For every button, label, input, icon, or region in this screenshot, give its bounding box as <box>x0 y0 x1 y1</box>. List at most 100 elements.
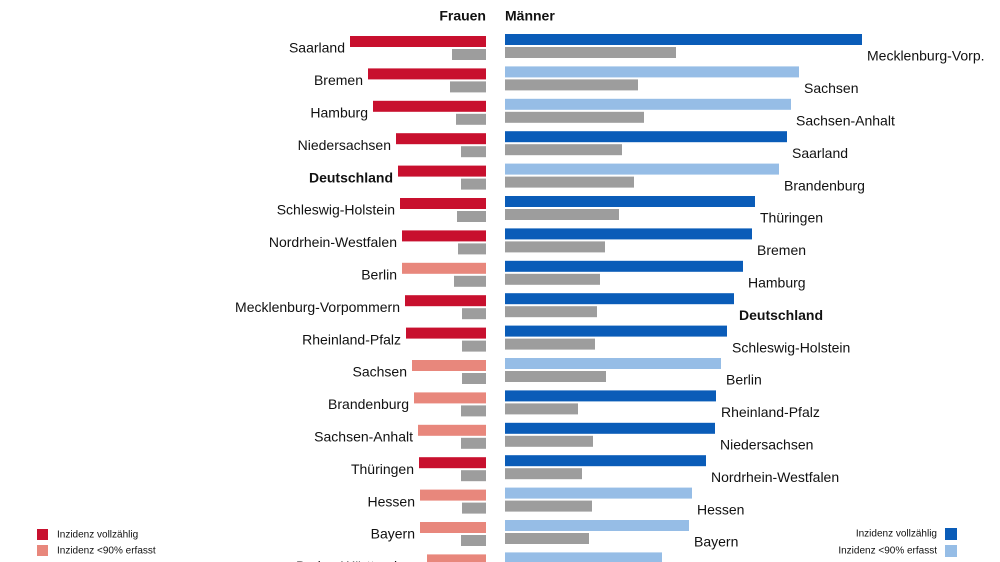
chart-title: Männer <box>505 8 555 24</box>
legend-swatch <box>37 545 48 556</box>
category-label: Rheinland-Pfalz <box>302 331 401 347</box>
category-label: Bayern <box>694 534 738 550</box>
bar <box>505 196 755 207</box>
category-label: Thüringen <box>760 210 823 226</box>
bar <box>461 437 486 449</box>
bar <box>505 66 799 78</box>
bar <box>462 340 486 352</box>
category-label: Schleswig-Holstein <box>732 339 850 355</box>
legend-label: Inzidenz <90% erfasst <box>838 546 937 557</box>
category-label: Bremen <box>314 72 363 88</box>
bar <box>505 422 715 434</box>
bar <box>505 500 592 512</box>
legend-label: Inzidenz <90% erfasst <box>57 546 156 557</box>
legend-label: Inzidenz vollzählig <box>856 529 937 540</box>
category-label: Bremen <box>757 242 806 258</box>
bar <box>505 371 606 382</box>
bar <box>505 163 779 175</box>
bar <box>505 34 862 45</box>
bar <box>405 295 486 307</box>
bar <box>456 113 486 125</box>
category-label: Schleswig-Holstein <box>277 202 395 218</box>
bar <box>505 131 787 143</box>
bar <box>402 262 486 274</box>
category-label: Hamburg <box>310 105 368 121</box>
bar <box>454 275 486 287</box>
bar <box>505 306 597 318</box>
bar <box>461 470 486 482</box>
bar <box>462 502 486 514</box>
bar <box>505 455 706 467</box>
category-label: Mecklenburg-Vorpommern <box>235 299 400 315</box>
category-label: Sachsen <box>353 364 407 380</box>
bar <box>505 176 634 188</box>
category-label: Niedersachsen <box>720 437 813 453</box>
bar <box>505 358 721 369</box>
bar <box>350 36 486 47</box>
bar <box>505 260 743 272</box>
bar <box>402 230 486 242</box>
category-label: Deutschland <box>309 169 393 185</box>
bar <box>505 487 692 499</box>
category-label: Hamburg <box>748 275 806 291</box>
category-label: Bayern <box>371 526 415 542</box>
bar <box>450 81 486 93</box>
bar <box>505 144 622 156</box>
bar <box>462 308 486 320</box>
bar <box>461 535 486 546</box>
bar <box>400 198 486 209</box>
bar <box>461 405 486 417</box>
bar <box>461 178 486 190</box>
category-label: Brandenburg <box>328 396 409 412</box>
category-label: Baden-Württemberg <box>296 558 422 562</box>
bar <box>505 293 734 305</box>
bar <box>505 520 689 531</box>
bar <box>505 79 638 91</box>
bar <box>406 327 486 339</box>
chart-title: Frauen <box>439 8 486 24</box>
bar <box>505 325 727 337</box>
category-label: Brandenburg <box>784 177 865 193</box>
bar <box>457 211 486 222</box>
bar <box>458 243 486 255</box>
bar <box>427 554 486 562</box>
bar <box>452 49 486 60</box>
bar <box>505 209 619 220</box>
bar <box>412 360 486 371</box>
bar <box>420 522 486 533</box>
category-label: Deutschland <box>739 307 823 323</box>
bar <box>419 457 486 469</box>
bar <box>505 338 595 350</box>
bar <box>418 424 486 436</box>
bar <box>420 489 486 501</box>
bar <box>505 435 593 447</box>
category-label: Sachsen-Anhalt <box>796 113 895 129</box>
bar <box>505 111 644 123</box>
category-label: Thüringen <box>351 461 414 477</box>
bar <box>505 98 791 110</box>
legend-swatch <box>945 545 957 557</box>
bar <box>505 403 578 415</box>
bar <box>505 533 589 544</box>
bar <box>414 392 486 404</box>
category-label: Mecklenburg-Vorp. <box>867 48 985 64</box>
category-label: Sachsen <box>804 80 858 96</box>
category-label: Sachsen-Anhalt <box>314 429 413 445</box>
bar <box>462 373 486 384</box>
category-label: Rheinland-Pfalz <box>721 404 820 420</box>
category-label: Hessen <box>368 493 415 509</box>
category-label: Hessen <box>697 501 744 517</box>
category-label: Berlin <box>361 267 397 283</box>
category-label: Nordrhein-Westfalen <box>711 469 839 485</box>
bar <box>505 241 605 253</box>
legend-swatch <box>945 528 957 540</box>
bar <box>505 273 600 285</box>
bar <box>398 165 486 177</box>
bar <box>505 552 662 562</box>
category-label: Saarland <box>289 40 345 56</box>
category-label: Nordrhein-Westfalen <box>269 234 397 250</box>
bar <box>505 47 676 58</box>
legend-label: Inzidenz vollzählig <box>57 530 138 541</box>
legend-swatch <box>37 529 48 540</box>
